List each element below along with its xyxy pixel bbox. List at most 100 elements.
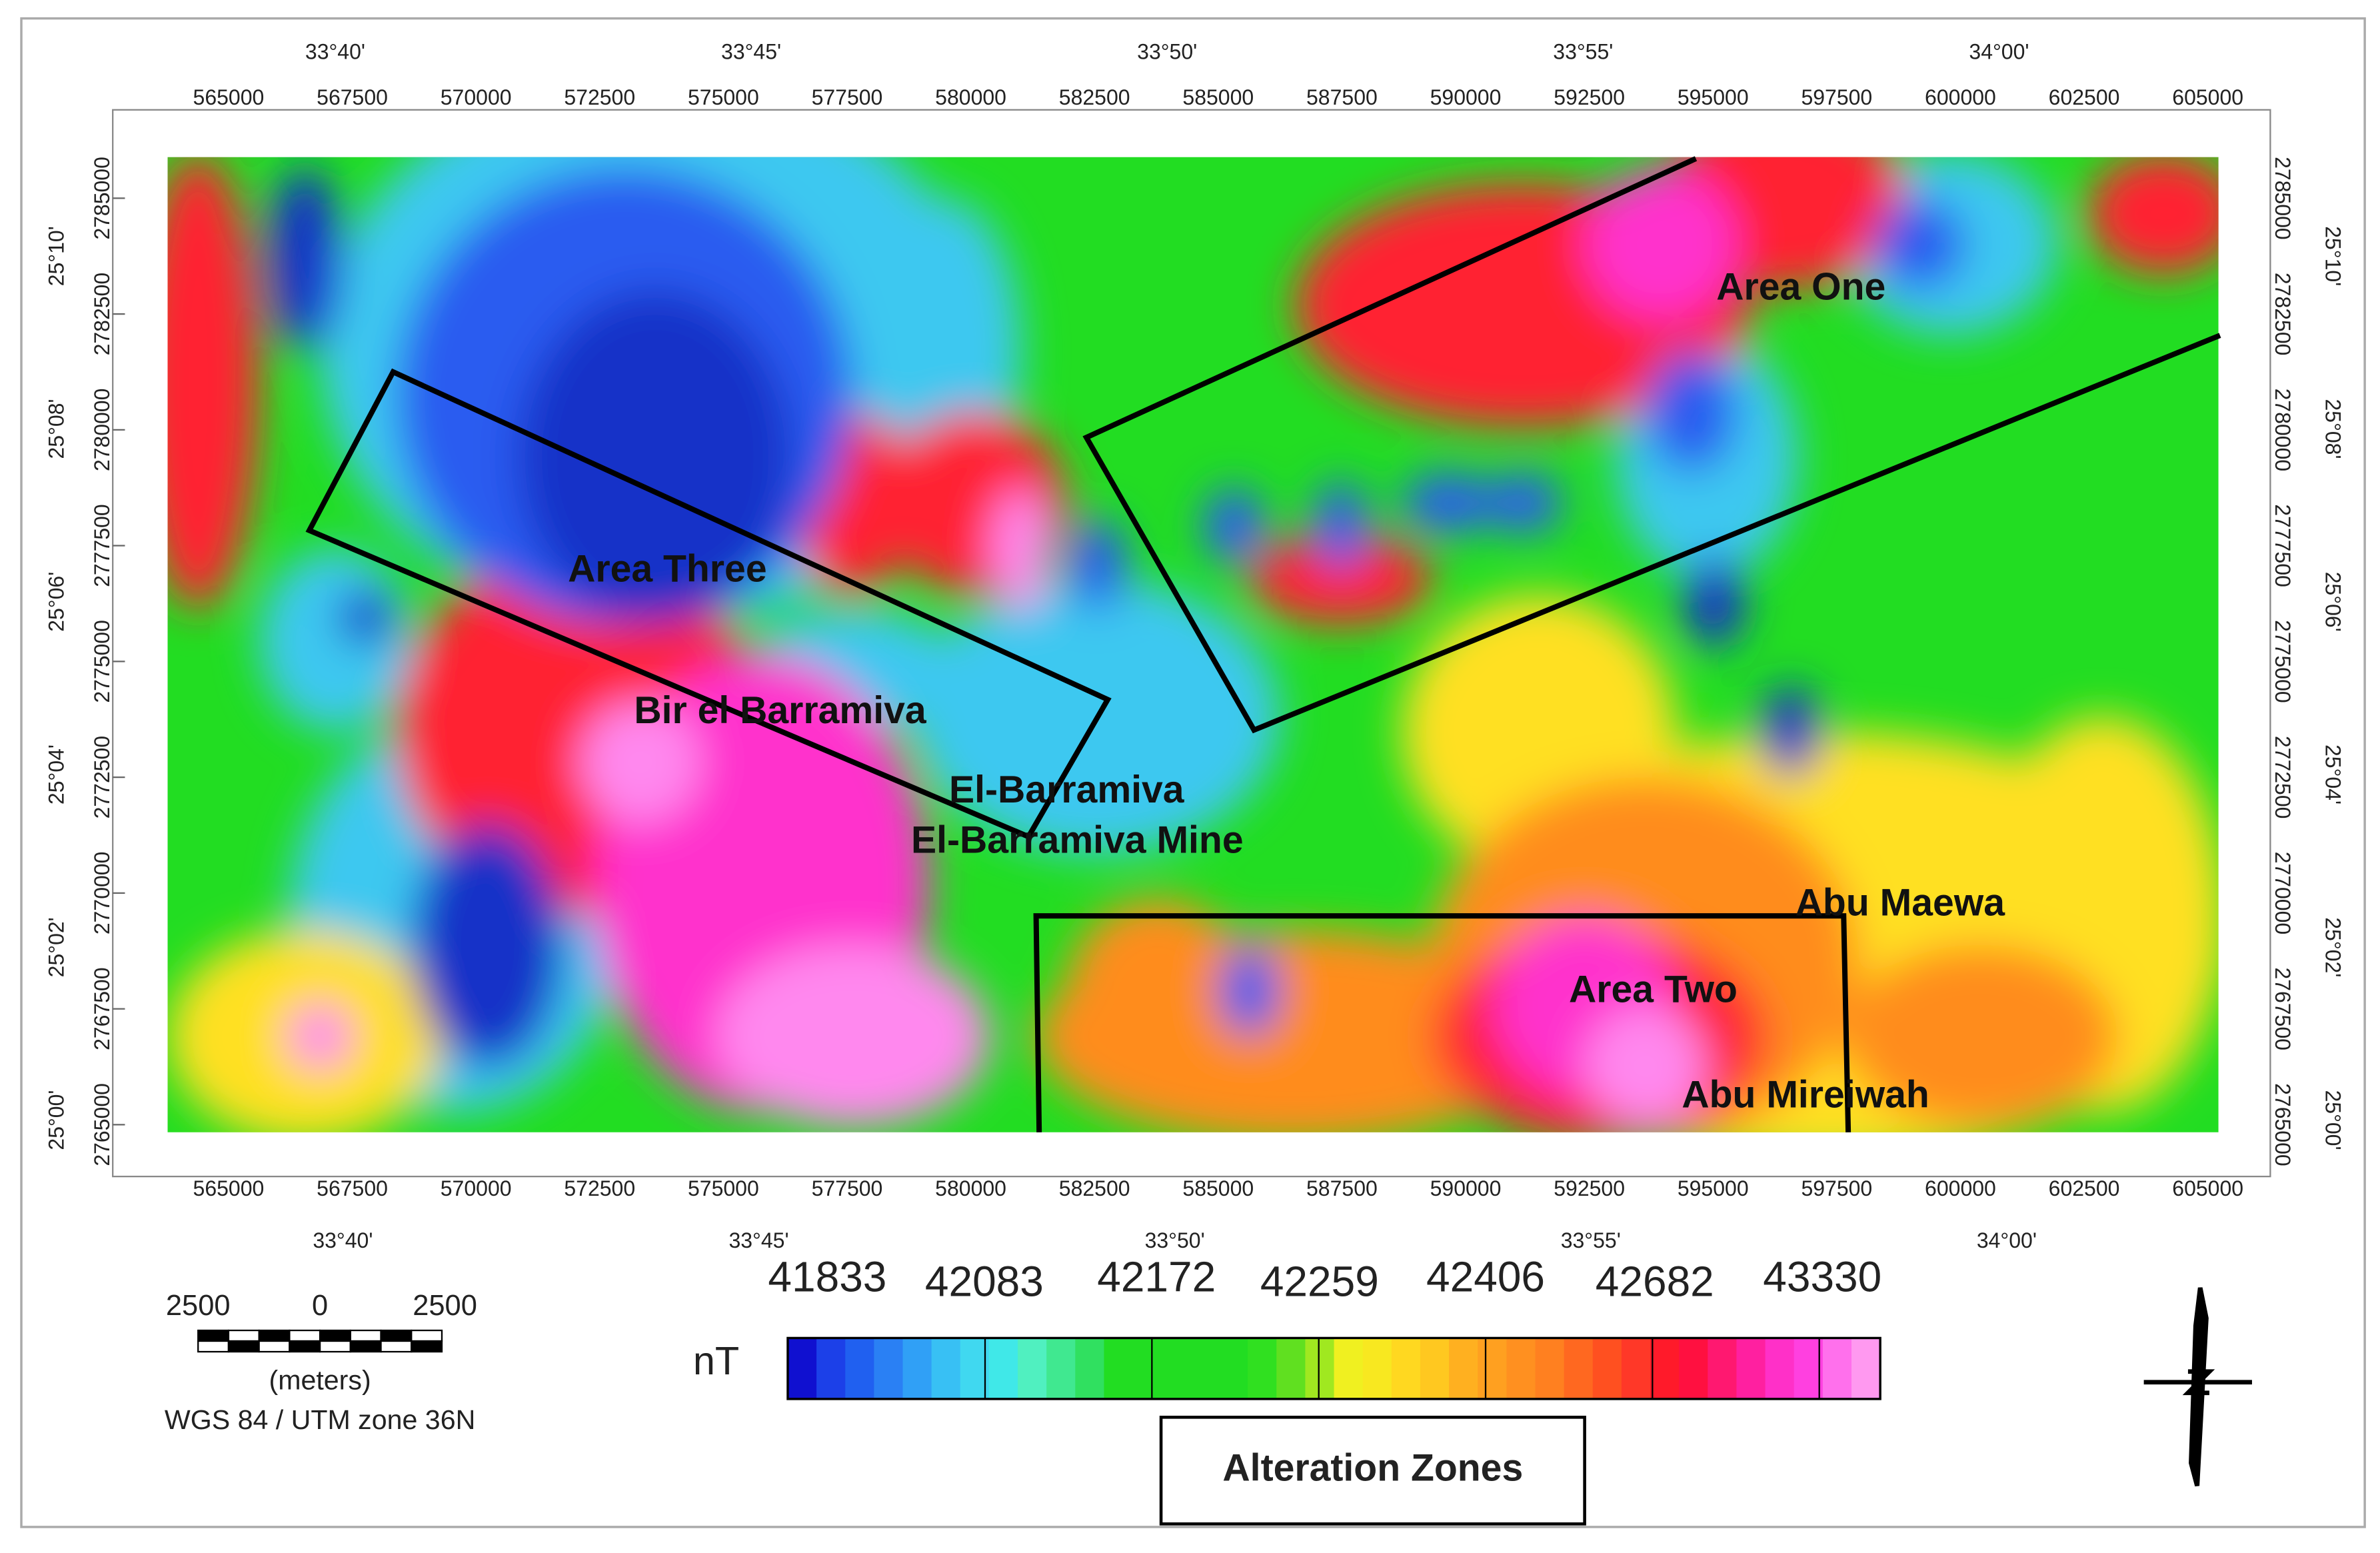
- scale-segment: [319, 1329, 351, 1342]
- longitude-label: 33°55': [1553, 40, 1613, 64]
- northing-label: 2785000: [90, 157, 114, 240]
- color-swatch: [1506, 1338, 1536, 1399]
- zone-outlines: [305, 156, 2221, 1132]
- color-swatch: [1190, 1338, 1220, 1399]
- axes: 565000 565000 567500 567500 570000 570000 5725…: [44, 40, 2345, 1252]
- legend-value: 42406: [1426, 1252, 1545, 1300]
- color-swatch: [1679, 1338, 1709, 1399]
- northing-label: 2765000: [90, 1083, 114, 1166]
- easting-label: 565000: [193, 85, 265, 109]
- scale-unit: (meters): [269, 1365, 371, 1396]
- color-swatch: [1046, 1338, 1076, 1399]
- northing-label: 2772500: [90, 736, 114, 819]
- color-bar: 41833 42083 42172 42259 42406 42682 43330: [768, 1252, 1881, 1400]
- easting-label: 567500: [317, 1176, 388, 1200]
- easting-label: 565000: [193, 1176, 265, 1200]
- scale-segment: [197, 1329, 230, 1342]
- northing-label: 2772500: [2271, 736, 2295, 819]
- easting-label: 587500: [1306, 1176, 1378, 1200]
- projection: WGS 84 / UTM zone 36N: [165, 1404, 475, 1435]
- easting-label: 602500: [2049, 1176, 2120, 1200]
- latitude-label: 25°08': [44, 399, 68, 459]
- scale-segment: [380, 1329, 413, 1342]
- longitude-label: 33°45': [728, 1228, 788, 1252]
- easting-label: 597500: [1801, 1176, 1872, 1200]
- place-label: El-Barramiva: [949, 769, 1185, 811]
- anomaly-blob: [2087, 157, 2219, 275]
- easting-label: 602500: [2049, 85, 2120, 109]
- scale-segment: [227, 1329, 260, 1342]
- zone-outline: [305, 368, 1112, 840]
- latitude-label: 25°02': [2321, 917, 2345, 977]
- zone-label: Area Three: [568, 548, 767, 591]
- place-label: Bir el Barramiva: [634, 689, 927, 732]
- anomaly-blob: [579, 701, 701, 823]
- anomaly-blob: [338, 589, 393, 645]
- scale-segment: [349, 1329, 382, 1342]
- northing-label: 2777500: [90, 504, 114, 587]
- anomaly-blob: [1760, 685, 1821, 778]
- anomaly-blob: [716, 944, 991, 1128]
- place-label: Abu Maewa: [1795, 881, 2006, 924]
- longitude-label: 33°50': [1145, 1228, 1205, 1252]
- color-swatch: [1851, 1338, 1881, 1399]
- scale-segment: [258, 1340, 291, 1353]
- color-swatch: [1305, 1338, 1335, 1399]
- easting-label: 577500: [812, 85, 883, 109]
- color-swatch: [1218, 1338, 1249, 1399]
- color-swatch: [1018, 1338, 1048, 1399]
- legend-unit: nT: [693, 1338, 739, 1383]
- latitude-label: 25°10': [44, 226, 68, 286]
- color-swatch: [787, 1338, 818, 1399]
- color-swatch: [1564, 1338, 1594, 1399]
- scale-segment: [258, 1329, 291, 1342]
- zone-outline: [1082, 156, 2221, 734]
- map-frame: [112, 109, 2271, 1178]
- longitude-label: 33°50': [1137, 40, 1197, 64]
- anomaly-blob: [1684, 556, 1745, 648]
- latitude-label: 25°04': [44, 745, 68, 804]
- longitude-label: 33°45': [721, 40, 781, 64]
- easting-label: 567500: [317, 85, 388, 109]
- anomaly-blob: [1066, 899, 1250, 1082]
- color-swatch: [1420, 1338, 1450, 1399]
- scale-segment: [197, 1340, 230, 1353]
- latitude-label: 25°08': [2321, 399, 2345, 459]
- longitude-label: 33°55': [1561, 1228, 1621, 1252]
- scale-segment: [411, 1329, 443, 1342]
- color-swatch: [1161, 1338, 1192, 1399]
- color-swatch: [902, 1338, 932, 1399]
- anomaly-blob: [411, 822, 564, 1067]
- anomaly-blob: [1218, 944, 1280, 1036]
- color-swatch: [1621, 1338, 1652, 1399]
- easting-label: 587500: [1306, 85, 1378, 109]
- easting-label: 585000: [1182, 1176, 1254, 1200]
- color-swatch: [1449, 1338, 1479, 1399]
- northing-label: 2777500: [2271, 504, 2295, 587]
- color-swatch: [1650, 1338, 1680, 1399]
- latitude-label: 25°06': [44, 572, 68, 632]
- northing-label: 2767500: [2271, 967, 2295, 1050]
- color-swatch: [1592, 1338, 1623, 1399]
- easting-label: 585000: [1182, 85, 1254, 109]
- scale-segment: [380, 1340, 413, 1353]
- anomaly-blob: [1486, 472, 1562, 534]
- longitude-label: 34°00': [1969, 40, 2029, 64]
- easting-label: 595000: [1678, 1176, 1749, 1200]
- scale-segment: [289, 1340, 321, 1353]
- scale-label: 0: [312, 1290, 328, 1322]
- easting-label: 605000: [2172, 1176, 2243, 1200]
- scale-segment: [289, 1329, 321, 1342]
- anomaly-blob: [1249, 533, 1433, 625]
- color-swatch: [1132, 1338, 1162, 1399]
- northing-label: 2780000: [90, 389, 114, 472]
- scale-segment: [319, 1340, 351, 1353]
- scale-label: 2500: [166, 1290, 231, 1322]
- color-swatch: [874, 1338, 904, 1399]
- easting-label: 580000: [935, 1176, 1006, 1200]
- easting-label: 582500: [1059, 85, 1130, 109]
- anomaly-blob: [1066, 518, 1128, 610]
- northing-label: 2782500: [2271, 273, 2295, 356]
- color-swatch: [1736, 1338, 1766, 1399]
- easting-label: 572500: [564, 1176, 635, 1200]
